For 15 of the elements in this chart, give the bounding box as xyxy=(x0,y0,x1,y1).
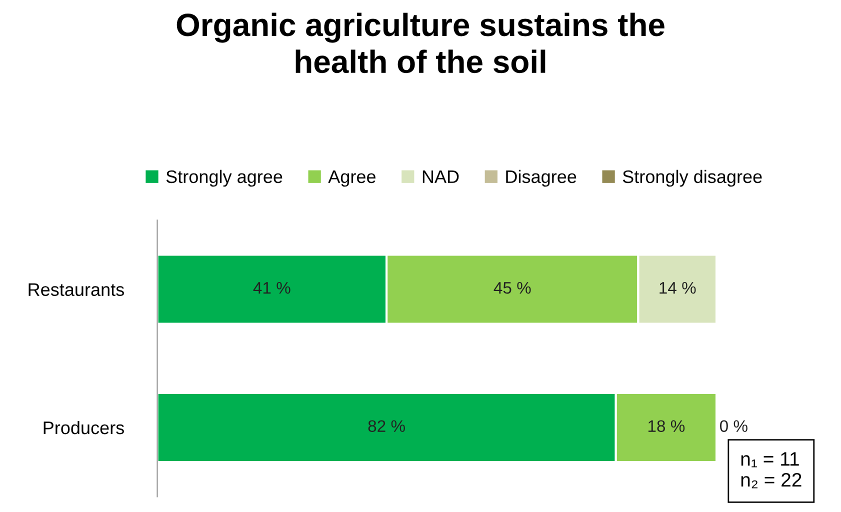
data-label: 45 % xyxy=(494,282,531,294)
text: n₁ = 11 n₂ = 22 xyxy=(741,452,802,488)
legend-label: Disagree xyxy=(506,170,576,187)
data-label: 14 % xyxy=(660,282,696,294)
data-label: 41 % xyxy=(253,282,290,294)
data-label: 18 % xyxy=(648,420,685,432)
chart-title: Organic agriculture sustains the health of the soil xyxy=(176,12,664,74)
legend-label: Strongly agree xyxy=(166,170,282,187)
legend-label: Strongly disagree xyxy=(622,170,762,187)
y-tick-label: Producers xyxy=(44,420,124,434)
data-label: 82 % xyxy=(368,420,405,432)
legend-label: Agree xyxy=(328,170,376,187)
legend-label: NAD xyxy=(422,170,459,183)
y-tick-label: Restaurants xyxy=(28,283,124,296)
data-label: 0 % xyxy=(720,420,748,432)
